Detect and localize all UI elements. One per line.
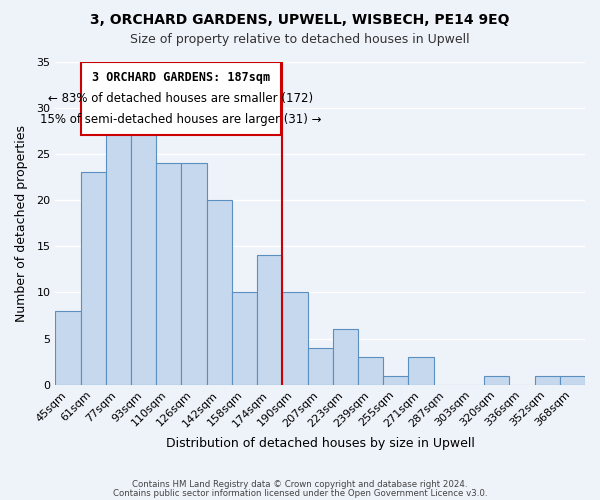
Bar: [257, 256, 283, 385]
Bar: [409, 357, 434, 385]
Bar: [484, 376, 509, 385]
X-axis label: Distribution of detached houses by size in Upwell: Distribution of detached houses by size …: [166, 437, 475, 450]
Bar: [333, 330, 358, 385]
Bar: [232, 292, 257, 385]
Bar: [106, 126, 131, 385]
Text: Contains HM Land Registry data © Crown copyright and database right 2024.: Contains HM Land Registry data © Crown c…: [132, 480, 468, 489]
Bar: [535, 376, 560, 385]
Text: 3, ORCHARD GARDENS, UPWELL, WISBECH, PE14 9EQ: 3, ORCHARD GARDENS, UPWELL, WISBECH, PE1…: [90, 12, 510, 26]
Bar: [383, 376, 409, 385]
Bar: [358, 357, 383, 385]
FancyBboxPatch shape: [80, 62, 281, 136]
Bar: [80, 172, 106, 385]
Text: 15% of semi-detached houses are larger (31) →: 15% of semi-detached houses are larger (…: [40, 113, 322, 126]
Text: Size of property relative to detached houses in Upwell: Size of property relative to detached ho…: [130, 32, 470, 46]
Bar: [156, 163, 181, 385]
Bar: [206, 200, 232, 385]
Bar: [560, 376, 585, 385]
Bar: [131, 126, 156, 385]
Bar: [283, 292, 308, 385]
Y-axis label: Number of detached properties: Number of detached properties: [15, 124, 28, 322]
Text: ← 83% of detached houses are smaller (172): ← 83% of detached houses are smaller (17…: [48, 92, 313, 105]
Bar: [308, 348, 333, 385]
Text: 3 ORCHARD GARDENS: 187sqm: 3 ORCHARD GARDENS: 187sqm: [92, 70, 270, 84]
Bar: [181, 163, 206, 385]
Bar: [55, 311, 80, 385]
Text: Contains public sector information licensed under the Open Government Licence v3: Contains public sector information licen…: [113, 488, 487, 498]
